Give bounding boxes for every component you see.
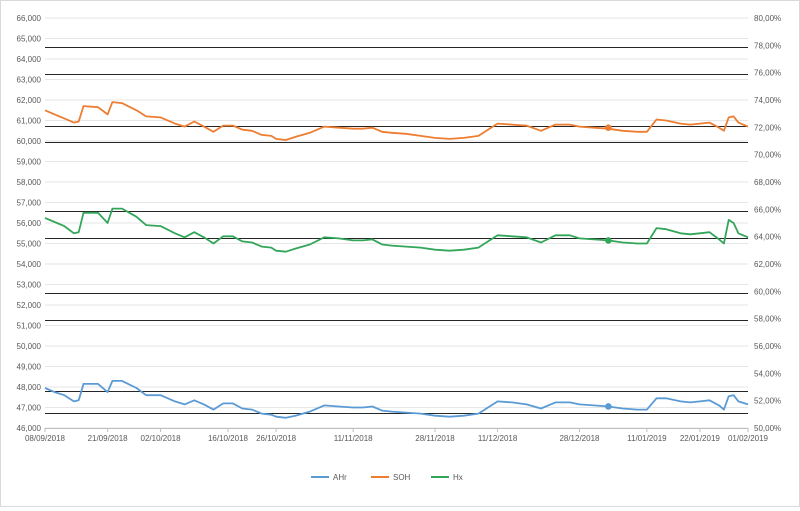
right-y-tick-label: 58,00% <box>754 315 781 324</box>
x-tick-label: 21/09/2018 <box>88 434 129 443</box>
series-line-hx <box>44 207 749 253</box>
marker-point-hx <box>605 237 612 244</box>
left-y-tick-label: 66,000 <box>17 14 42 23</box>
light-gridlines <box>45 17 748 429</box>
right-y-tick-label: 52,00% <box>754 397 781 406</box>
x-tick-label: 16/10/2018 <box>208 434 249 443</box>
left-y-tick-label: 63,000 <box>17 76 42 85</box>
left-y-tick-label: 47,000 <box>17 404 42 413</box>
right-y-tick-label: 62,00% <box>754 260 781 269</box>
legend-label: AHr <box>333 473 347 482</box>
legend-item-soh: SOH <box>371 473 411 482</box>
right-y-tick-label: 72,00% <box>754 123 781 132</box>
left-y-tick-label: 50,000 <box>17 342 42 351</box>
left-y-tick-label: 56,000 <box>17 219 42 228</box>
right-y-tick-label: 76,00% <box>754 69 781 78</box>
x-tick-label: 02/10/2018 <box>141 434 182 443</box>
right-y-tick-label: 74,00% <box>754 96 781 105</box>
legend-item-ahr: AHr <box>311 473 347 482</box>
left-y-tick-label: 48,000 <box>17 383 42 392</box>
right-y-tick-label: 66,00% <box>754 205 781 214</box>
x-axis: 08/09/2018 21/09/2018 02/10/2018 16/10/2018… <box>25 428 769 443</box>
left-y-tick-label: 64,000 <box>17 55 42 64</box>
x-tick-label: 08/09/2018 <box>25 434 66 443</box>
x-tick-label: 22/01/2019 <box>680 434 721 443</box>
x-tick-label: 28/12/2018 <box>559 434 600 443</box>
x-tick-label: 26/10/2018 <box>256 434 297 443</box>
left-y-tick-label: 51,000 <box>17 322 42 331</box>
left-y-tick-label: 54,000 <box>17 260 42 269</box>
left-y-tick-label: 62,000 <box>17 96 42 105</box>
right-y-tick-label: 80,00% <box>754 14 781 23</box>
left-y-tick-label: 58,000 <box>17 178 42 187</box>
x-tick-label: 11/11/2018 <box>334 434 373 443</box>
right-y-axis: 50,00% 52,00% 54,00% 56,00% 58,00% 60,00% 62,0… <box>754 14 781 433</box>
series-line-soh <box>44 101 749 141</box>
left-y-tick-label: 57,000 <box>17 199 42 208</box>
legend-item-hx: Hx <box>431 473 463 482</box>
dark-gridlines <box>45 47 748 414</box>
right-y-tick-label: 56,00% <box>754 342 781 351</box>
right-y-tick-label: 64,00% <box>754 233 781 242</box>
right-y-tick-label: 78,00% <box>754 41 781 50</box>
marker-layer <box>605 124 612 410</box>
legend: AHr SOH Hx <box>311 473 463 482</box>
legend-label: Hx <box>453 473 463 482</box>
left-y-tick-label: 53,000 <box>17 281 42 290</box>
x-tick-label: 01/02/2019 <box>728 434 769 443</box>
left-y-tick-label: 46,000 <box>17 424 42 433</box>
left-y-tick-label: 61,000 <box>17 117 42 126</box>
left-y-tick-label: 52,000 <box>17 301 42 310</box>
marker-point-ahr <box>605 403 612 410</box>
left-y-axis: 46,000 47,000 48,000 49,000 50,000 51,000 52,0… <box>17 14 42 433</box>
x-tick-label: 11/12/2018 <box>478 434 518 443</box>
left-y-tick-label: 59,000 <box>17 158 42 167</box>
left-y-tick-label: 60,000 <box>17 137 42 146</box>
marker-point-soh <box>605 124 612 131</box>
left-y-tick-label: 55,000 <box>17 240 42 249</box>
series-layer <box>44 101 749 419</box>
right-y-tick-label: 60,00% <box>754 287 781 296</box>
x-tick-label: 28/11/2018 <box>415 434 455 443</box>
right-y-tick-label: 70,00% <box>754 151 781 160</box>
series-line-ahr <box>44 379 749 419</box>
left-y-tick-label: 49,000 <box>17 363 42 372</box>
x-tick-label: 11/01/2019 <box>627 434 667 443</box>
right-y-tick-label: 54,00% <box>754 369 781 378</box>
right-y-tick-label: 50,00% <box>754 424 781 433</box>
left-y-tick-label: 65,000 <box>17 35 42 44</box>
right-y-tick-label: 68,00% <box>754 178 781 187</box>
legend-label: SOH <box>393 473 411 482</box>
